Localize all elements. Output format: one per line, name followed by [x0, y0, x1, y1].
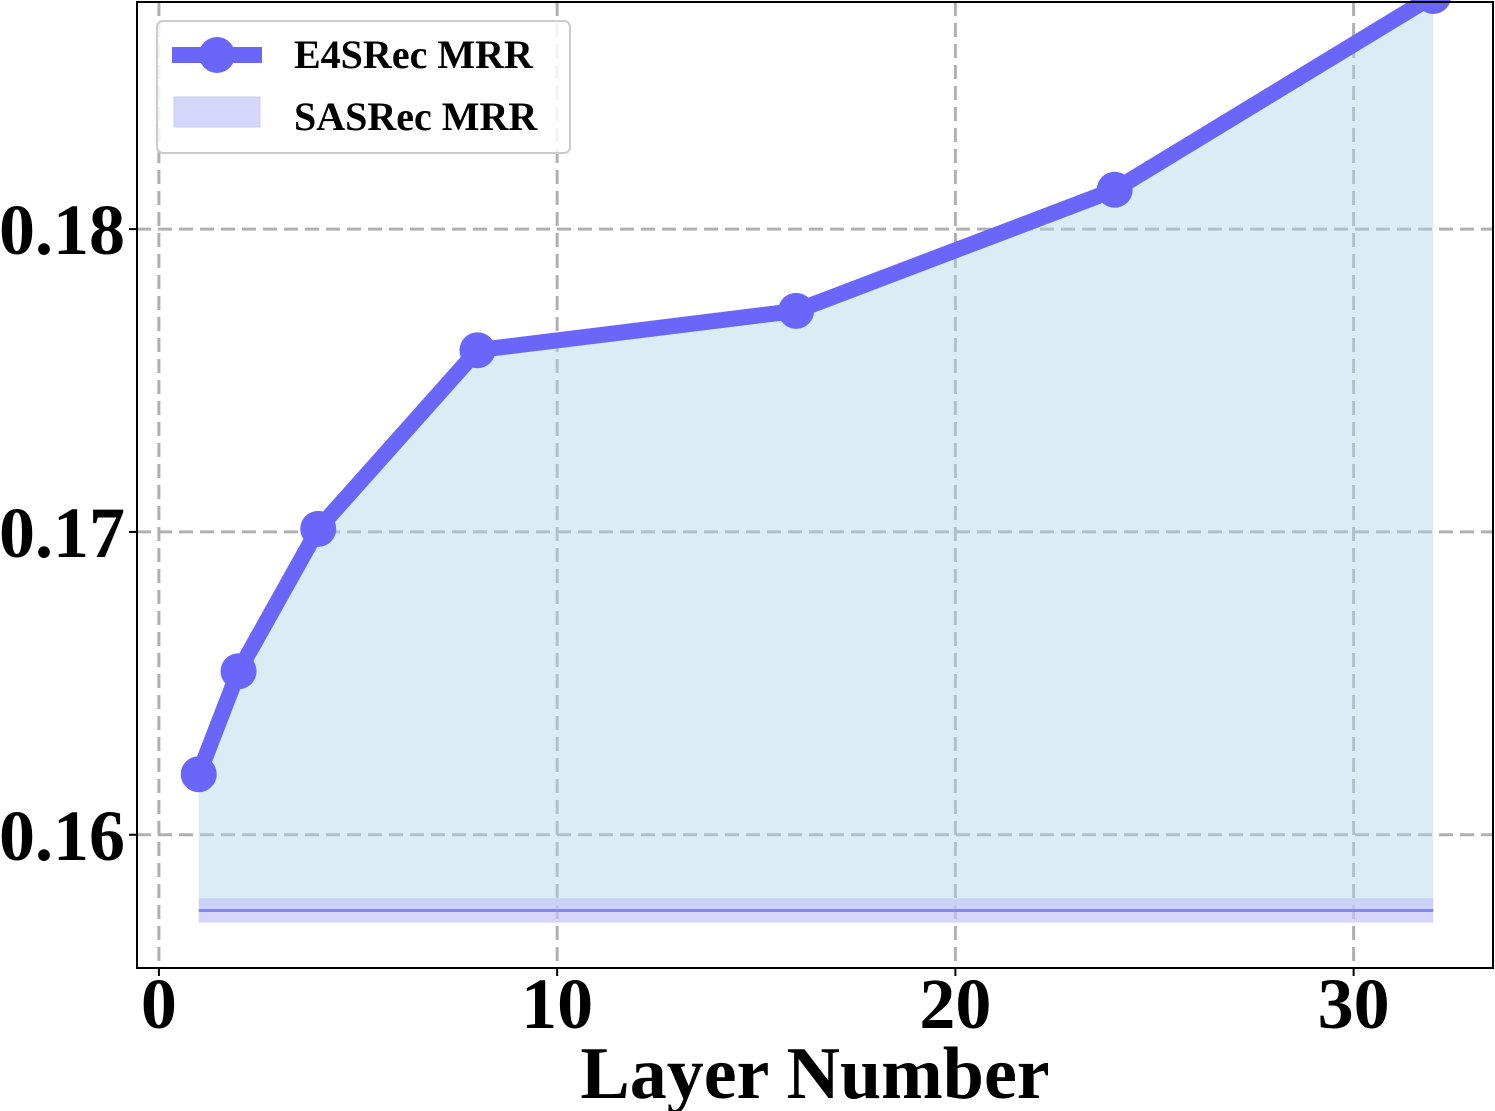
e4srec-point	[180, 756, 217, 793]
x-tick-label: 10	[521, 964, 593, 1044]
x-tick-label: 20	[919, 964, 991, 1044]
e4srec-point	[300, 510, 337, 547]
x-tick-label: 30	[1318, 964, 1390, 1044]
x-tick-label: 0	[141, 964, 177, 1044]
legend: E4SRec MRR SASRec MRR	[156, 20, 571, 154]
legend-e4srec-marker-swatch	[199, 37, 235, 73]
e4srec-point	[1096, 171, 1133, 208]
e4srec-point	[1415, 0, 1451, 14]
legend-e4srec-label: E4SRec MRR	[294, 32, 534, 77]
e4srec-point	[459, 332, 496, 369]
y-tick-label: 0.18	[0, 190, 125, 270]
e4srec-point	[220, 653, 257, 690]
grid	[137, 2, 1493, 968]
series	[180, 0, 1451, 912]
ticks: 0 10 20 30 0.16 0.17 0.18	[0, 190, 1390, 1044]
x-axis-label: Layer Number	[580, 1033, 1049, 1111]
plot-frame	[136, 1, 1494, 969]
e4srec-area-fill	[198, 0, 1434, 911]
legend-sasrec-label: SASRec MRR	[294, 94, 538, 139]
y-tick-label: 0.17	[0, 493, 125, 573]
y-tick-label: 0.16	[0, 796, 125, 876]
legend-sasrec-swatch	[173, 96, 261, 128]
e4srec-point	[778, 292, 815, 329]
